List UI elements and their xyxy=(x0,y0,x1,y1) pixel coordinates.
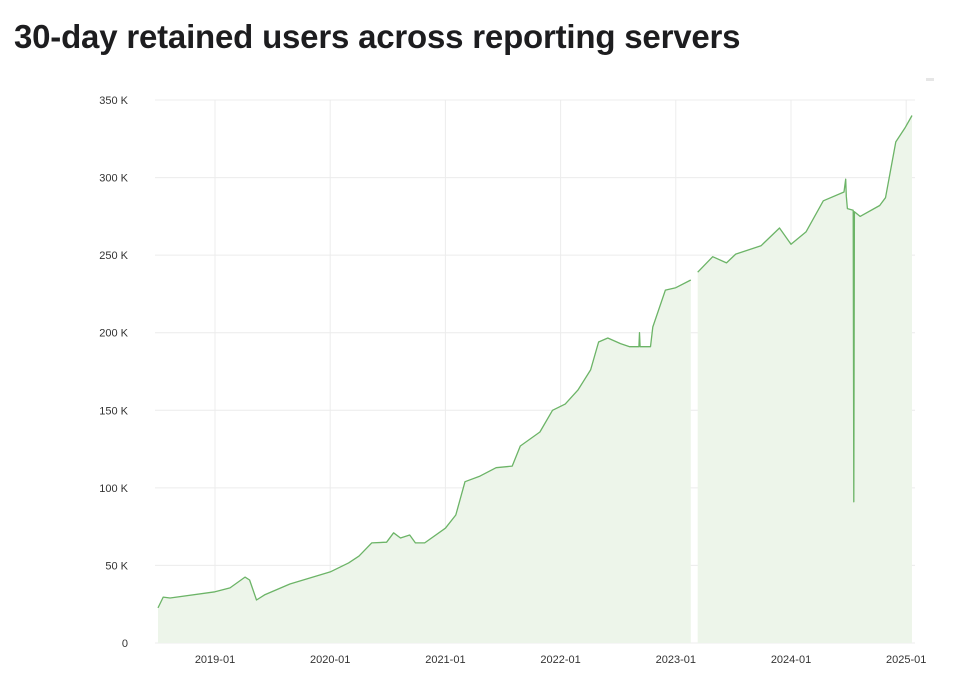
tick-labels: 0 50 K 100 K 150 K 200 K 250 K 300 K 350 K 2019-… xyxy=(99,95,926,666)
series-line xyxy=(157,279,692,609)
series-area xyxy=(157,280,691,643)
x-tick-label: 2020-01 xyxy=(310,654,350,666)
x-tick-label: 2023-01 xyxy=(656,654,696,666)
y-tick-label: 0 xyxy=(122,638,128,650)
y-tick-label: 300 K xyxy=(99,173,128,185)
chart-menu-handle[interactable] xyxy=(926,78,934,81)
x-tick-label: 2019-01 xyxy=(195,654,235,666)
series-line xyxy=(697,115,913,503)
x-tick-label: 2024-01 xyxy=(771,654,811,666)
y-tick-label: 350 K xyxy=(99,95,128,107)
y-tick-label: 50 K xyxy=(105,560,128,572)
y-tick-label: 200 K xyxy=(99,328,128,340)
chart-title: 30-day retained users across reporting s… xyxy=(14,18,741,55)
y-tick-label: 150 K xyxy=(99,405,128,417)
series-area xyxy=(697,115,912,643)
y-tick-label: 100 K xyxy=(99,483,128,495)
x-tick-label: 2022-01 xyxy=(540,654,580,666)
series-marks xyxy=(157,115,913,643)
x-tick-label: 2021-01 xyxy=(425,654,465,666)
x-tick-label: 2025-01 xyxy=(886,654,926,666)
y-tick-label: 250 K xyxy=(99,250,128,262)
